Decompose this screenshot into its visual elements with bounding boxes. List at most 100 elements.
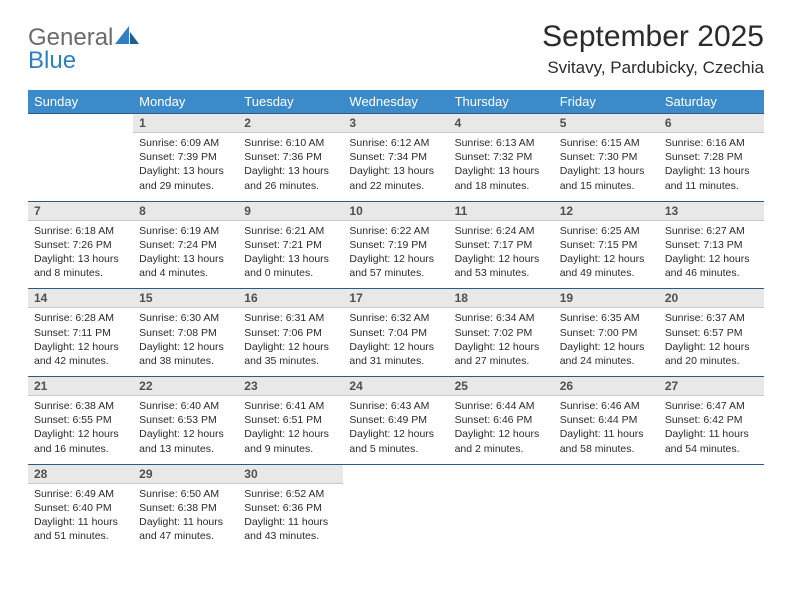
day-content-cell: Sunrise: 6:22 AMSunset: 7:19 PMDaylight:… — [343, 220, 448, 289]
sunrise-line: Sunrise: 6:41 AM — [244, 399, 337, 413]
day-number-cell: 10 — [343, 201, 448, 220]
sunset-line: Sunset: 7:24 PM — [139, 238, 232, 252]
day-content-cell: Sunrise: 6:10 AMSunset: 7:36 PMDaylight:… — [238, 133, 343, 202]
day-number-cell: 18 — [449, 289, 554, 308]
sunset-line: Sunset: 7:02 PM — [455, 326, 548, 340]
day-number-cell: 4 — [449, 114, 554, 133]
day-number-cell — [554, 464, 659, 483]
sunrise-line: Sunrise: 6:22 AM — [349, 224, 442, 238]
daylight-line: Daylight: 12 hours and 27 minutes. — [455, 340, 548, 368]
sunrise-line: Sunrise: 6:31 AM — [244, 311, 337, 325]
sunrise-line: Sunrise: 6:15 AM — [560, 136, 653, 150]
day-content-cell: Sunrise: 6:47 AMSunset: 6:42 PMDaylight:… — [659, 396, 764, 465]
sunrise-line: Sunrise: 6:34 AM — [455, 311, 548, 325]
sunrise-line: Sunrise: 6:44 AM — [455, 399, 548, 413]
week-daynum-row: 14151617181920 — [28, 289, 764, 308]
sunset-line: Sunset: 7:28 PM — [665, 150, 758, 164]
week-daynum-row: 21222324252627 — [28, 377, 764, 396]
sunset-line: Sunset: 7:36 PM — [244, 150, 337, 164]
daylight-line: Daylight: 12 hours and 35 minutes. — [244, 340, 337, 368]
sunrise-line: Sunrise: 6:47 AM — [665, 399, 758, 413]
weekday-header: Monday — [133, 90, 238, 114]
daylight-line: Daylight: 13 hours and 26 minutes. — [244, 164, 337, 192]
sunrise-line: Sunrise: 6:27 AM — [665, 224, 758, 238]
weekday-header: Friday — [554, 90, 659, 114]
day-number-cell: 1 — [133, 114, 238, 133]
sunrise-line: Sunrise: 6:19 AM — [139, 224, 232, 238]
daylight-line: Daylight: 12 hours and 57 minutes. — [349, 252, 442, 280]
sunset-line: Sunset: 6:55 PM — [34, 413, 127, 427]
sunrise-line: Sunrise: 6:40 AM — [139, 399, 232, 413]
sunrise-line: Sunrise: 6:32 AM — [349, 311, 442, 325]
weekday-header-row: SundayMondayTuesdayWednesdayThursdayFrid… — [28, 90, 764, 114]
day-content-cell: Sunrise: 6:35 AMSunset: 7:00 PMDaylight:… — [554, 308, 659, 377]
sunset-line: Sunset: 7:17 PM — [455, 238, 548, 252]
day-content-cell — [449, 483, 554, 551]
day-content-cell: Sunrise: 6:37 AMSunset: 6:57 PMDaylight:… — [659, 308, 764, 377]
day-number-cell: 24 — [343, 377, 448, 396]
daylight-line: Daylight: 12 hours and 38 minutes. — [139, 340, 232, 368]
weekday-header: Wednesday — [343, 90, 448, 114]
day-content-cell: Sunrise: 6:30 AMSunset: 7:08 PMDaylight:… — [133, 308, 238, 377]
sunset-line: Sunset: 6:42 PM — [665, 413, 758, 427]
daylight-line: Daylight: 13 hours and 29 minutes. — [139, 164, 232, 192]
sunset-line: Sunset: 7:08 PM — [139, 326, 232, 340]
day-number-cell: 5 — [554, 114, 659, 133]
day-number-cell: 2 — [238, 114, 343, 133]
day-number-cell: 7 — [28, 201, 133, 220]
sunset-line: Sunset: 7:21 PM — [244, 238, 337, 252]
week-content-row: Sunrise: 6:09 AMSunset: 7:39 PMDaylight:… — [28, 133, 764, 202]
sunset-line: Sunset: 7:13 PM — [665, 238, 758, 252]
day-content-cell: Sunrise: 6:31 AMSunset: 7:06 PMDaylight:… — [238, 308, 343, 377]
day-number-cell: 19 — [554, 289, 659, 308]
weekday-header: Saturday — [659, 90, 764, 114]
day-content-cell: Sunrise: 6:28 AMSunset: 7:11 PMDaylight:… — [28, 308, 133, 377]
day-content-cell: Sunrise: 6:25 AMSunset: 7:15 PMDaylight:… — [554, 220, 659, 289]
day-content-cell: Sunrise: 6:19 AMSunset: 7:24 PMDaylight:… — [133, 220, 238, 289]
day-number-cell: 16 — [238, 289, 343, 308]
daylight-line: Daylight: 11 hours and 47 minutes. — [139, 515, 232, 543]
day-number-cell: 15 — [133, 289, 238, 308]
daylight-line: Daylight: 13 hours and 15 minutes. — [560, 164, 653, 192]
day-number-cell: 3 — [343, 114, 448, 133]
sunrise-line: Sunrise: 6:25 AM — [560, 224, 653, 238]
sunset-line: Sunset: 7:06 PM — [244, 326, 337, 340]
day-content-cell: Sunrise: 6:24 AMSunset: 7:17 PMDaylight:… — [449, 220, 554, 289]
day-number-cell: 12 — [554, 201, 659, 220]
day-content-cell: Sunrise: 6:15 AMSunset: 7:30 PMDaylight:… — [554, 133, 659, 202]
weekday-header: Thursday — [449, 90, 554, 114]
daylight-line: Daylight: 12 hours and 24 minutes. — [560, 340, 653, 368]
day-content-cell: Sunrise: 6:38 AMSunset: 6:55 PMDaylight:… — [28, 396, 133, 465]
daylight-line: Daylight: 12 hours and 49 minutes. — [560, 252, 653, 280]
logo-word-blue: Blue — [28, 49, 141, 73]
daylight-line: Daylight: 12 hours and 42 minutes. — [34, 340, 127, 368]
daylight-line: Daylight: 12 hours and 13 minutes. — [139, 427, 232, 455]
sunset-line: Sunset: 6:40 PM — [34, 501, 127, 515]
logo-text: General Blue — [28, 26, 141, 73]
day-content-cell: Sunrise: 6:43 AMSunset: 6:49 PMDaylight:… — [343, 396, 448, 465]
weekday-header: Tuesday — [238, 90, 343, 114]
day-content-cell — [554, 483, 659, 551]
day-number-cell: 20 — [659, 289, 764, 308]
day-content-cell: Sunrise: 6:18 AMSunset: 7:26 PMDaylight:… — [28, 220, 133, 289]
day-number-cell — [28, 114, 133, 133]
sunset-line: Sunset: 7:11 PM — [34, 326, 127, 340]
day-number-cell — [659, 464, 764, 483]
day-content-cell — [28, 133, 133, 202]
day-content-cell: Sunrise: 6:13 AMSunset: 7:32 PMDaylight:… — [449, 133, 554, 202]
logo: General Blue — [28, 26, 141, 73]
daylight-line: Daylight: 12 hours and 31 minutes. — [349, 340, 442, 368]
day-number-cell: 13 — [659, 201, 764, 220]
week-daynum-row: 282930 — [28, 464, 764, 483]
sunset-line: Sunset: 6:49 PM — [349, 413, 442, 427]
day-content-cell: Sunrise: 6:16 AMSunset: 7:28 PMDaylight:… — [659, 133, 764, 202]
day-content-cell: Sunrise: 6:50 AMSunset: 6:38 PMDaylight:… — [133, 483, 238, 551]
week-content-row: Sunrise: 6:38 AMSunset: 6:55 PMDaylight:… — [28, 396, 764, 465]
sunset-line: Sunset: 6:36 PM — [244, 501, 337, 515]
day-content-cell: Sunrise: 6:44 AMSunset: 6:46 PMDaylight:… — [449, 396, 554, 465]
sunrise-line: Sunrise: 6:50 AM — [139, 487, 232, 501]
daylight-line: Daylight: 12 hours and 20 minutes. — [665, 340, 758, 368]
day-number-cell: 30 — [238, 464, 343, 483]
week-content-row: Sunrise: 6:49 AMSunset: 6:40 PMDaylight:… — [28, 483, 764, 551]
sunrise-line: Sunrise: 6:30 AM — [139, 311, 232, 325]
